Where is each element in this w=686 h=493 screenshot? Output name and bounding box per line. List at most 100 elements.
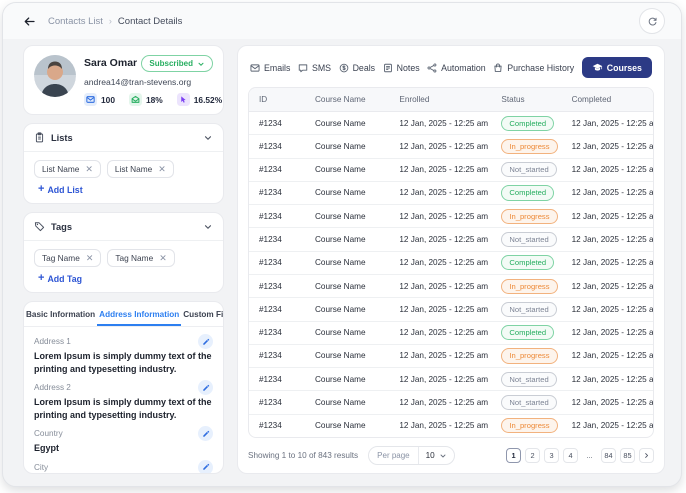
edit-button[interactable] (198, 334, 213, 349)
field-value: Egypt (34, 443, 60, 454)
row-id: #1234 (259, 165, 282, 175)
edit-button[interactable] (198, 459, 213, 473)
list-chip[interactable]: List Name ✕ (34, 160, 101, 178)
page-button[interactable]: 1 (506, 448, 521, 463)
address-field: Address 2 Lorem Ipsum is simply dummy te… (34, 380, 213, 421)
status-badge: In_progress (501, 418, 558, 434)
table-row[interactable]: #1234 Course Name 12 Jan, 2025 - 12:25 a… (249, 391, 653, 415)
page-button[interactable]: 4 (563, 448, 578, 463)
status-badge: Completed (501, 185, 555, 201)
per-page-select[interactable]: Per page 10 (368, 446, 455, 465)
status-badge: Not_started (501, 394, 557, 411)
row-enrolled: 12 Jan, 2025 - 12:25 am (399, 118, 489, 128)
tab-emails[interactable]: Emails (250, 63, 290, 73)
col-status: Status (501, 95, 525, 104)
list-chip[interactable]: List Name ✕ (106, 160, 174, 178)
breadcrumb-separator: › (108, 16, 112, 26)
remove-icon[interactable]: ✕ (158, 163, 166, 174)
remove-icon[interactable]: ✕ (159, 252, 167, 263)
table-row[interactable]: #1234 Course Name 12 Jan, 2025 - 12:25 a… (249, 322, 653, 345)
table-row[interactable]: #1234 Course Name 12 Jan, 2025 - 12:25 a… (249, 159, 653, 182)
edit-button[interactable] (198, 426, 213, 442)
field-value: Lorem Ipsum is simply dummy text of the … (34, 351, 212, 374)
tab-sms[interactable]: SMS (298, 63, 331, 73)
table-row[interactable]: #1234 Course Name 12 Jan, 2025 - 12:25 a… (249, 112, 653, 136)
row-id: #1234 (259, 188, 282, 198)
tab-basic-information[interactable]: Basic Information (26, 310, 96, 319)
tags-header[interactable]: Tags (24, 213, 223, 241)
table-row[interactable]: #1234 Course Name 12 Jan, 2025 - 12:25 a… (249, 298, 653, 322)
table-row[interactable]: #1234 Course Name 12 Jan, 2025 - 12:25 a… (249, 345, 653, 369)
table-row[interactable]: #1234 Course Name 12 Jan, 2025 - 12:25 a… (249, 275, 653, 299)
table-row[interactable]: #1234 Course Name 12 Jan, 2025 - 12:25 a… (249, 415, 653, 437)
activity-tabs: Emails SMS Deals Notes Automation (248, 55, 654, 78)
page-ellipsis: ... (582, 448, 597, 463)
edit-button[interactable] (198, 380, 213, 396)
row-course-name: Course Name (315, 328, 366, 338)
refresh-button[interactable] (639, 8, 665, 34)
tab-courses[interactable]: Courses (581, 57, 652, 78)
page-button[interactable]: 3 (544, 448, 559, 463)
field-label: Address 2 (34, 383, 71, 393)
chevron-down-icon (439, 452, 447, 460)
row-completed: 12 Jan, 2025 - 12:25 am (571, 235, 654, 245)
chevron-right-icon (643, 452, 650, 459)
tab-notes[interactable]: Notes (383, 63, 420, 73)
tag-chip[interactable]: Tag Name ✕ (107, 249, 175, 267)
emails-sent-value: 100 (101, 94, 115, 105)
table-row[interactable]: #1234 Course Name 12 Jan, 2025 - 12:25 a… (249, 182, 653, 206)
row-course-name: Course Name (315, 258, 366, 268)
profile-card: Sara Omar Subscribed andrea14@tran-steve… (23, 45, 224, 115)
lists-card: Lists List Name ✕ List Name ✕ + (23, 123, 224, 204)
next-page-button[interactable] (639, 448, 654, 463)
chevron-down-icon[interactable] (203, 222, 213, 232)
tab-address-information[interactable]: Address Information (97, 302, 181, 326)
tab-deals[interactable]: Deals (339, 63, 375, 73)
pencil-icon (202, 430, 210, 438)
status-badge: Not_started (501, 301, 557, 317)
table-row[interactable]: #1234 Course Name 12 Jan, 2025 - 12:25 a… (249, 205, 653, 229)
breadcrumb-contacts-list[interactable]: Contacts List (48, 15, 103, 27)
remove-icon[interactable]: ✕ (85, 163, 93, 174)
row-id: #1234 (259, 211, 282, 221)
row-enrolled: 12 Jan, 2025 - 12:25 am (399, 374, 489, 384)
back-button[interactable] (23, 15, 36, 28)
subscription-dropdown[interactable]: Subscribed (141, 55, 213, 72)
table-row[interactable]: #1234 Course Name 12 Jan, 2025 - 12:25 a… (249, 135, 653, 159)
per-page-value: 10 (425, 451, 435, 460)
tab-purchase-history[interactable]: Purchase History (493, 63, 574, 73)
table-row[interactable]: #1234 Course Name 12 Jan, 2025 - 12:25 a… (249, 368, 653, 392)
row-course-name: Course Name (315, 374, 366, 384)
status-badge: In_progress (501, 138, 558, 154)
info-tabs: Basic Information Address Information Cu… (24, 302, 223, 327)
table-row[interactable]: #1234 Course Name 12 Jan, 2025 - 12:25 a… (249, 252, 653, 275)
row-course-name: Course Name (315, 398, 366, 408)
page-button[interactable]: 85 (620, 448, 635, 463)
automation-icon (427, 63, 437, 73)
status-badge: Not_started (501, 162, 557, 178)
chevron-down-icon[interactable] (203, 133, 213, 143)
page-button[interactable]: 2 (525, 448, 540, 463)
contact-name: Sara Omar (84, 57, 138, 69)
tag-chip[interactable]: Tag Name ✕ (34, 249, 102, 267)
lists-header[interactable]: Lists (24, 124, 223, 152)
remove-icon[interactable]: ✕ (85, 252, 94, 263)
tab-automation[interactable]: Automation (427, 63, 486, 73)
status-badge: Not_started (501, 231, 557, 248)
add-list-button[interactable]: + Add List (38, 184, 83, 195)
page-button[interactable]: 84 (601, 448, 616, 463)
row-enrolled: 12 Jan, 2025 - 12:25 am (399, 351, 489, 361)
list-chip-label: List Name (114, 164, 153, 174)
row-completed: 12 Jan, 2025 - 12:25 am (571, 258, 654, 268)
table-row[interactable]: #1234 Course Name 12 Jan, 2025 - 12:25 a… (249, 228, 654, 252)
contact-sidebar: Sara Omar Subscribed andrea14@tran-steve… (23, 45, 224, 474)
tab-label: Emails (264, 62, 291, 73)
table-body: #1234 Course Name 12 Jan, 2025 - 12:25 a… (249, 112, 653, 437)
results-summary: Showing 1 to 10 of 843 results (248, 451, 359, 460)
row-course-name: Course Name (315, 118, 366, 128)
row-status: In_progress (491, 138, 561, 154)
list-chip-label: List Name (42, 164, 80, 174)
row-enrolled: 12 Jan, 2025 - 12:25 am (399, 235, 489, 245)
add-tag-button[interactable]: + Add Tag (38, 273, 82, 284)
tab-custom-fields[interactable]: Custom Fields (183, 310, 224, 319)
